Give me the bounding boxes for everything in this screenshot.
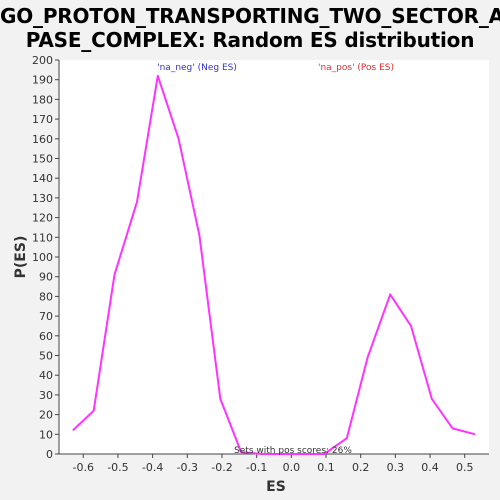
y-tick-label: 190 — [32, 74, 53, 87]
y-tick-label: 150 — [32, 153, 53, 166]
y-tick-label: 40 — [39, 369, 53, 382]
y-tick-label: 170 — [32, 113, 53, 126]
x-tick-label: -0.1 — [246, 461, 267, 474]
y-tick-label: 140 — [32, 172, 53, 185]
pos-es-label: 'na_pos' (Pos ES) — [318, 63, 394, 73]
chart-title-line-2: PASE_COMPLEX: Random ES distribution — [25, 28, 475, 52]
x-tick-label: -0.3 — [177, 461, 198, 474]
y-tick-label: 70 — [39, 310, 53, 323]
neg-es-label: 'na_neg' (Neg ES) — [157, 63, 237, 73]
es-distribution-line — [72, 74, 476, 455]
y-axis-label: P(ES) — [13, 236, 29, 279]
y-tick-label: 180 — [32, 93, 53, 106]
chart-title-line-1: GO_PROTON_TRANSPORTING_TWO_SECTOR_AT — [0, 4, 500, 28]
plot-area — [59, 60, 489, 454]
y-tick-label: 100 — [32, 251, 53, 264]
x-axis-label: ES — [266, 479, 286, 495]
y-tick-label: 50 — [39, 350, 53, 363]
y-tick-label: 20 — [39, 409, 53, 422]
x-tick-label: -0.6 — [73, 461, 94, 474]
x-tick-label: 0.5 — [456, 461, 474, 474]
y-tick-label: 60 — [39, 330, 53, 343]
x-tick-label: 0.4 — [421, 461, 439, 474]
y-tick-label: 130 — [32, 192, 53, 205]
x-tick-label: -0.2 — [211, 461, 232, 474]
y-tick-label: 10 — [39, 428, 53, 441]
y-tick-label: 0 — [46, 448, 53, 461]
y-tick-label: 160 — [32, 133, 53, 146]
y-tick-label: 200 — [32, 54, 53, 67]
x-tick-label: 0.1 — [317, 461, 335, 474]
pos-scores-footer: Sets with pos scores: 26% — [234, 446, 352, 456]
x-tick-label: -0.5 — [107, 461, 128, 474]
y-tick-label: 120 — [32, 212, 53, 225]
y-tick-label: 80 — [39, 290, 53, 303]
y-axis: 0 10 20 30 40 50 60 70 80 90 100 110 120 130 140 150 160… — [32, 54, 60, 461]
x-tick-label: 0.2 — [352, 461, 370, 474]
x-axis: -0.6 -0.5 -0.4 -0.3 -0.2 -0.1 0.0 0.1 0.2 0.3 0.4 0… — [59, 453, 489, 474]
y-tick-label: 30 — [39, 389, 53, 402]
y-tick-label: 90 — [39, 271, 53, 284]
y-tick-label: 110 — [32, 231, 53, 244]
series-layer — [72, 74, 476, 455]
x-tick-label: 0.0 — [283, 461, 301, 474]
x-tick-label: -0.4 — [142, 461, 163, 474]
x-tick-label: 0.3 — [387, 461, 405, 474]
